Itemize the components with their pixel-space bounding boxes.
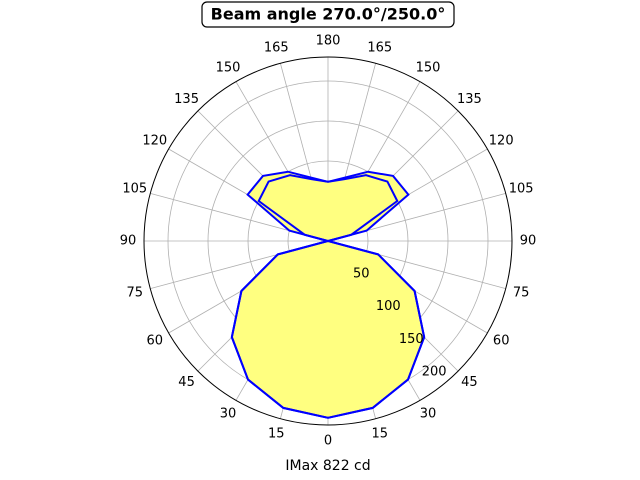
angle-tick-label: 120 (489, 134, 514, 149)
angle-tick-label: 150 (416, 60, 441, 75)
angle-tick-label: 60 (493, 334, 510, 349)
angle-tick-label: 165 (367, 40, 392, 55)
angle-tick-label: 135 (174, 92, 199, 107)
intensity-curve (230, 174, 332, 419)
title-box (201, 1, 455, 28)
angle-tick-label: 90 (120, 234, 137, 249)
chart-title: Beam angle 270.0°/250.0° (211, 5, 446, 24)
radial-tick-label: 150 (399, 332, 424, 347)
angle-tick-label: 30 (420, 407, 437, 422)
lobe-fill (231, 171, 425, 418)
angle-tick-label: 30 (220, 407, 237, 422)
angle-tick-label: 45 (178, 375, 195, 390)
outer-frame (143, 56, 513, 426)
radial-tick-label: 100 (376, 299, 401, 314)
angle-tick-label: 165 (264, 40, 289, 55)
angle-tick-label: 75 (127, 285, 144, 300)
angle-tick-label: 105 (122, 182, 147, 197)
radial-tick-label: 200 (422, 365, 447, 380)
angle-tick-label: 120 (142, 134, 167, 149)
angle-tick-label: 105 (509, 182, 534, 197)
angle-tick-label: 180 (316, 34, 341, 49)
angle-tick-label: 90 (520, 234, 537, 249)
angle-tick-label: 45 (461, 375, 478, 390)
angle-tick-label: 0 (324, 434, 332, 449)
angle-tick-label: 60 (147, 334, 164, 349)
angle-tick-label: 15 (268, 427, 285, 442)
radial-tick-label: 50 (353, 266, 370, 281)
angle-tick-label: 135 (457, 92, 482, 107)
angle-tick-label: 75 (513, 285, 530, 300)
x-axis-label: IMax 822 cd (285, 458, 370, 474)
angle-tick-label: 15 (371, 427, 388, 442)
angle-tick-label: 150 (216, 60, 241, 75)
